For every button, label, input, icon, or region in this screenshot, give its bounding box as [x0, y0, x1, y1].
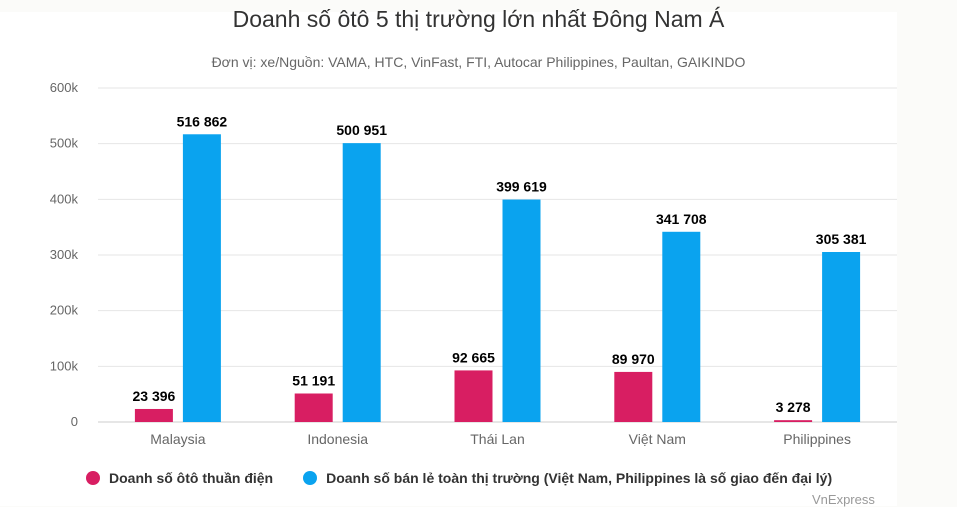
y-tick-label: 400k — [50, 191, 79, 206]
y-tick-label: 200k — [50, 303, 79, 318]
bar-retail — [342, 143, 381, 423]
x-tick-label: Thái Lan — [470, 431, 524, 447]
bar-ev — [774, 420, 813, 422]
bar-ev — [134, 408, 173, 422]
bar-retail — [182, 134, 221, 422]
data-label: 500 951 — [336, 122, 387, 138]
credit: VnExpress — [812, 492, 875, 507]
data-label: 23 396 — [132, 388, 175, 404]
y-tick-label: 500k — [50, 136, 79, 151]
data-label: 89 970 — [612, 351, 655, 367]
chart-card — [0, 12, 897, 506]
legend-swatch-retail — [303, 471, 318, 485]
y-tick-label: 300k — [50, 247, 79, 262]
bar-ev — [614, 371, 653, 422]
legend-label-retail: Doanh số bán lẻ toàn thị trường (Việt Na… — [326, 470, 833, 486]
x-tick-label: Việt Nam — [629, 431, 686, 447]
y-tick-label: 0 — [71, 414, 78, 429]
x-tick-label: Malaysia — [150, 431, 205, 447]
data-label: 92 665 — [452, 349, 495, 365]
bar-ev — [454, 370, 493, 422]
data-label: 305 381 — [816, 231, 867, 247]
y-tick-label: 600k — [50, 80, 79, 95]
data-label: 341 708 — [656, 211, 707, 227]
legend-swatch-ev — [86, 471, 100, 485]
bar-ev — [294, 393, 333, 422]
chart-title: Doanh số ôtô 5 thị trường lớn nhất Đông … — [232, 6, 725, 32]
y-tick-label: 100k — [50, 358, 79, 373]
bar-retail — [662, 231, 701, 422]
legend-label-ev: Doanh số ôtô thuần điện — [109, 470, 274, 486]
legend-item-retail[interactable]: Doanh số bán lẻ toàn thị trường (Việt Na… — [303, 470, 832, 486]
legend-item-ev[interactable]: Doanh số ôtô thuần điện — [86, 470, 273, 486]
data-label: 51 191 — [292, 373, 335, 389]
x-tick-label: Philippines — [783, 431, 851, 447]
legend: Doanh số ôtô thuần điện Doanh số bán lẻ … — [86, 470, 862, 486]
x-tick-label: Indonesia — [307, 431, 368, 447]
data-label: 399 619 — [496, 179, 547, 195]
data-label: 3 278 — [776, 399, 811, 415]
data-label: 516 862 — [177, 113, 228, 129]
chart-subtitle: Đơn vị: xe/Nguồn: VAMA, HTC, VinFast, FT… — [211, 54, 746, 70]
bar-retail — [502, 199, 541, 422]
bar-retail — [822, 252, 861, 422]
